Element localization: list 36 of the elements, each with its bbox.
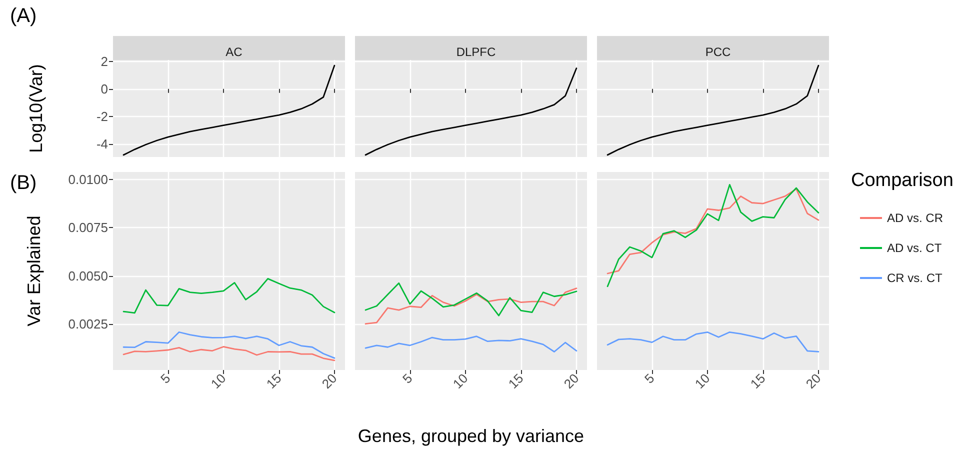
y-axis-title: Var Explained — [24, 216, 44, 326]
x-tick-label: 20 — [318, 370, 340, 392]
legend-label: AD vs. CR — [887, 211, 944, 225]
x-tick-label: 20 — [560, 370, 582, 392]
text: (A) — [10, 5, 37, 27]
y-tick-label: -4 — [96, 136, 108, 152]
x-tick-label: 15 — [263, 370, 284, 392]
legend-label: CR vs. CT — [887, 271, 943, 285]
line-series — [122, 331, 336, 359]
x-tick-label: 20 — [802, 370, 824, 392]
x-tick-label: 10 — [208, 370, 229, 392]
x-tick-label: 15 — [505, 370, 526, 392]
x-tick-label: 5 — [400, 370, 416, 386]
line-series — [122, 278, 336, 314]
chart-title: DLPFC — [456, 45, 496, 59]
x-tick-label: 10 — [450, 370, 471, 392]
line-series — [122, 64, 336, 156]
y-tick-label: 0 — [100, 81, 108, 96]
chart-title: PCC — [705, 45, 731, 59]
y-tick-label: 0.0050 — [68, 268, 108, 284]
legend-title: Comparison — [851, 170, 954, 191]
x-axis-title: Genes, grouped by variance — [358, 426, 584, 446]
x-tick-label: 5 — [158, 370, 174, 386]
x-tick-label: 5 — [642, 370, 658, 386]
y-tick-label: 0.0025 — [68, 316, 108, 332]
y-axis-title: Log10(Var) — [26, 64, 46, 153]
x-tick-label: 10 — [692, 370, 713, 392]
x-tick-label: 15 — [747, 370, 768, 392]
text: (B) — [10, 172, 37, 194]
legend-label: AD vs. CT — [887, 241, 942, 255]
y-tick-label: -2 — [96, 108, 108, 124]
chart-title: AC — [226, 45, 243, 59]
y-tick-label: 0.0075 — [68, 220, 108, 236]
y-tick-label: 0.0100 — [68, 172, 108, 188]
line-series — [122, 346, 336, 362]
y-tick-label: 2 — [100, 54, 108, 69]
